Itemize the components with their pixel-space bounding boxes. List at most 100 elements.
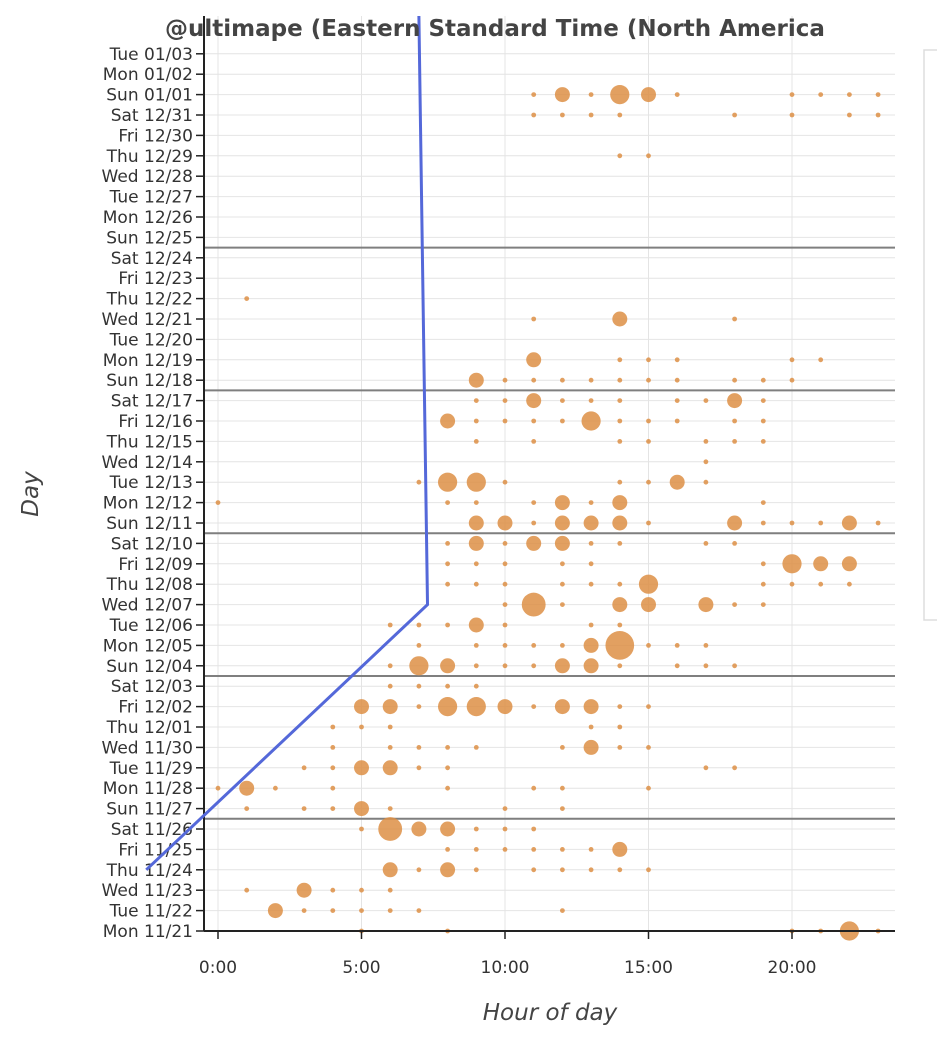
data-point <box>588 398 594 403</box>
data-point <box>416 683 422 689</box>
data-point <box>330 908 336 913</box>
data-point <box>818 92 824 97</box>
data-point <box>502 418 508 424</box>
y-tick-label: Mon 12/19 <box>103 351 193 371</box>
y-tick-label: Wed 11/30 <box>102 738 193 758</box>
data-point <box>875 92 881 97</box>
y-tick-label: Sun 12/11 <box>106 514 193 534</box>
data-point <box>445 581 450 587</box>
data-point <box>617 541 623 546</box>
data-point <box>674 663 680 669</box>
data-point <box>468 515 484 531</box>
legend-box <box>923 49 937 621</box>
data-point <box>617 663 623 669</box>
y-tick-label: Sun 11/27 <box>106 800 193 820</box>
data-point <box>359 908 364 913</box>
data-point <box>698 597 714 613</box>
data-point <box>215 785 221 791</box>
y-tick-label: Sun 12/25 <box>106 228 193 248</box>
data-point <box>445 765 450 771</box>
data-point <box>612 311 628 327</box>
data-point <box>847 112 852 118</box>
data-point <box>818 357 824 363</box>
data-point <box>531 418 537 424</box>
data-point <box>330 724 336 730</box>
data-point <box>502 398 508 403</box>
data-point <box>560 745 565 750</box>
data-point <box>215 500 221 505</box>
data-point <box>732 541 737 546</box>
data-point <box>789 112 795 118</box>
x-tick-labels: 0:00 5:00 10:00 15:00 20:00 <box>199 958 817 978</box>
data-point <box>445 683 450 689</box>
y-tick-label: Thu 12/01 <box>106 718 193 738</box>
data-point <box>387 908 393 913</box>
data-point <box>560 908 565 913</box>
data-point <box>466 472 486 492</box>
data-point <box>581 411 601 431</box>
data-point <box>445 847 450 852</box>
data-point <box>847 581 852 587</box>
data-point <box>703 479 709 485</box>
data-point <box>409 656 429 676</box>
y-tick-label: Thu 11/24 <box>106 861 193 881</box>
data-point <box>531 439 537 444</box>
y-tick-label: Mon 11/21 <box>103 922 193 942</box>
data-point <box>703 663 709 669</box>
data-point <box>617 398 623 403</box>
y-tick-label: Thu 12/08 <box>106 575 193 595</box>
data-point <box>612 495 628 511</box>
data-point <box>760 561 766 567</box>
data-point <box>473 561 479 567</box>
data-point <box>617 439 623 444</box>
data-point <box>382 862 398 878</box>
data-point <box>646 785 651 791</box>
y-tick-label: Wed 11/23 <box>102 881 193 901</box>
data-point <box>502 541 508 546</box>
data-point <box>560 867 565 873</box>
data-point <box>732 316 737 322</box>
data-point <box>330 806 336 811</box>
week-separators <box>204 246 895 820</box>
data-point <box>531 847 537 852</box>
data-point <box>502 479 508 485</box>
data-point <box>760 377 766 383</box>
data-point <box>531 643 537 648</box>
data-point <box>732 112 737 118</box>
y-tick-label: Sat 12/10 <box>111 534 193 554</box>
data-point <box>588 112 594 118</box>
data-point <box>617 724 623 730</box>
y-axis-label: Day <box>18 471 44 517</box>
data-point <box>554 699 570 715</box>
data-point <box>560 643 565 648</box>
data-point <box>588 377 594 383</box>
data-point <box>560 806 565 811</box>
data-point <box>760 581 766 587</box>
data-point <box>617 112 623 118</box>
data-point <box>760 398 766 403</box>
data-point <box>588 622 594 628</box>
data-point <box>382 760 398 776</box>
data-point <box>416 622 422 628</box>
y-tick-label: Sun 01/01 <box>106 86 193 106</box>
data-point <box>789 377 795 383</box>
data-point <box>560 602 565 607</box>
y-tick-label: Tue 12/27 <box>109 188 193 208</box>
data-point <box>526 352 542 368</box>
data-point <box>526 393 542 409</box>
data-point <box>244 887 250 893</box>
data-point <box>813 556 829 572</box>
data-point <box>674 357 680 363</box>
data-point <box>473 500 479 505</box>
data-point <box>416 745 422 750</box>
data-point <box>497 699 513 715</box>
data-points <box>215 85 881 941</box>
data-point <box>760 439 766 444</box>
data-point <box>466 697 486 717</box>
data-point <box>445 785 450 791</box>
y-tick-label: Sun 12/18 <box>106 371 193 391</box>
data-point <box>354 760 369 776</box>
data-point <box>531 867 537 873</box>
data-point <box>617 479 623 485</box>
data-point <box>554 495 570 511</box>
